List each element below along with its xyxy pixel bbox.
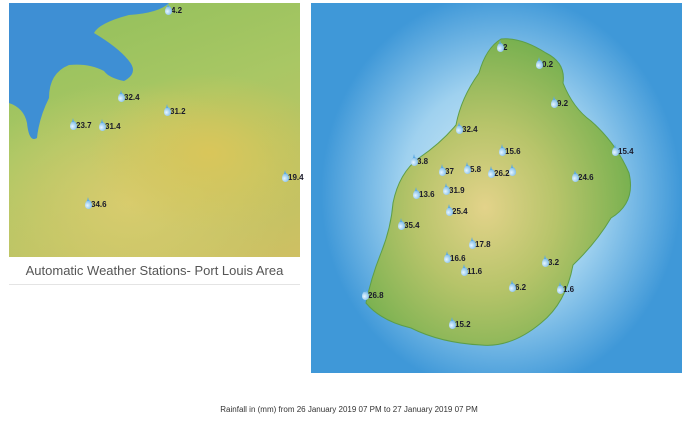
port-louis-area-map: [9, 3, 300, 257]
rainfall-value: 17.8: [475, 240, 491, 249]
raindrop-icon: [362, 288, 369, 300]
raindrop-icon: [456, 122, 463, 134]
rainfall-value: 19.4: [288, 173, 304, 182]
station-marker[interactable]: 31.4: [99, 119, 121, 131]
rainfall-value: 11.6: [467, 267, 483, 276]
rainfall-value: 31.9: [449, 186, 465, 195]
raindrop-icon: [551, 96, 558, 108]
station-marker[interactable]: 4.2: [165, 3, 183, 15]
rainfall-value: 1.6: [563, 285, 575, 294]
station-marker[interactable]: 6.2: [509, 280, 527, 292]
rainfall-value: 15.6: [505, 147, 521, 156]
map-caption: Automatic Weather Stations- Port Louis A…: [25, 263, 284, 278]
caption-divider: [9, 284, 300, 285]
raindrop-icon: [439, 164, 446, 176]
station-marker[interactable]: 17.8: [469, 237, 491, 249]
station-marker[interactable]: [509, 164, 516, 176]
station-marker[interactable]: 13.6: [413, 187, 435, 199]
station-marker[interactable]: 3.8: [411, 154, 429, 166]
raindrop-icon: [449, 317, 456, 329]
raindrop-icon: [464, 162, 471, 174]
station-marker[interactable]: 35.4: [398, 218, 420, 230]
station-marker[interactable]: 23.7: [70, 118, 92, 130]
raindrop-icon: [164, 104, 171, 116]
raindrop-icon: [469, 237, 476, 249]
raindrop-icon: [443, 183, 450, 195]
mauritius-island-map: [311, 3, 682, 373]
rainfall-value: 13.6: [419, 190, 435, 199]
raindrop-icon: [413, 187, 420, 199]
rainfall-value: 26.2: [494, 169, 510, 178]
rainfall-value: 2: [503, 43, 508, 52]
raindrop-icon: [509, 280, 516, 292]
rainfall-value: 5.8: [470, 165, 482, 174]
raindrop-icon: [165, 3, 172, 15]
station-marker[interactable]: 0.2: [536, 57, 554, 69]
island-shape: [365, 38, 631, 346]
rainfall-value: 9.2: [557, 99, 569, 108]
raindrop-icon: [461, 264, 468, 276]
rainfall-value: 0.2: [542, 60, 554, 69]
station-marker[interactable]: 24.6: [572, 170, 594, 182]
raindrop-icon: [444, 251, 451, 263]
rainfall-value: 35.4: [404, 221, 420, 230]
station-marker[interactable]: 31.2: [164, 104, 186, 116]
rainfall-value: 26.8: [368, 291, 384, 300]
raindrop-icon: [572, 170, 579, 182]
rainfall-value: 4.2: [171, 6, 183, 15]
station-marker[interactable]: 37: [439, 164, 454, 176]
rainfall-period-note: Rainfall in (mm) from 26 January 2019 07…: [220, 405, 478, 414]
rainfall-value: 25.4: [452, 207, 468, 216]
station-marker[interactable]: 32.4: [456, 122, 478, 134]
rainfall-value: 15.2: [455, 320, 471, 329]
raindrop-icon: [557, 282, 564, 294]
station-marker[interactable]: 25.4: [446, 204, 468, 216]
rainfall-value: 6.2: [515, 283, 527, 292]
raindrop-icon: [509, 164, 516, 176]
rainfall-value: 3.8: [417, 157, 429, 166]
station-marker[interactable]: 16.6: [444, 251, 466, 263]
raindrop-icon: [499, 144, 506, 156]
rainfall-value: 37: [445, 167, 454, 176]
rainfall-value: 15.4: [618, 147, 634, 156]
rainfall-value: 32.4: [462, 125, 478, 134]
raindrop-icon: [398, 218, 405, 230]
station-marker[interactable]: 2: [497, 40, 508, 52]
station-marker[interactable]: 9.2: [551, 96, 569, 108]
rainfall-value: 31.4: [105, 122, 121, 131]
station-marker[interactable]: 3.2: [542, 255, 560, 267]
station-marker[interactable]: 26.8: [362, 288, 384, 300]
raindrop-icon: [70, 118, 77, 130]
station-marker[interactable]: 5.8: [464, 162, 482, 174]
raindrop-icon: [497, 40, 504, 52]
raindrop-icon: [612, 144, 619, 156]
station-marker[interactable]: 32.4: [118, 90, 140, 102]
rainfall-value: 32.4: [124, 93, 140, 102]
station-marker[interactable]: 19.4: [282, 170, 304, 182]
rainfall-value: 31.2: [170, 107, 186, 116]
raindrop-icon: [118, 90, 125, 102]
raindrop-icon: [542, 255, 549, 267]
station-marker[interactable]: 15.6: [499, 144, 521, 156]
station-marker[interactable]: 15.4: [612, 144, 634, 156]
rainfall-value: 23.7: [76, 121, 92, 130]
raindrop-icon: [536, 57, 543, 69]
station-marker[interactable]: 34.6: [85, 197, 107, 209]
station-marker[interactable]: 11.6: [461, 264, 483, 276]
rainfall-value: 24.6: [578, 173, 594, 182]
raindrop-icon: [282, 170, 289, 182]
raindrop-icon: [488, 166, 495, 178]
raindrop-icon: [85, 197, 92, 209]
rainfall-value: 3.2: [548, 258, 560, 267]
sea-shape: [9, 3, 169, 139]
station-marker[interactable]: 26.2: [488, 166, 510, 178]
station-marker[interactable]: 1.6: [557, 282, 575, 294]
station-marker[interactable]: 15.2: [449, 317, 471, 329]
station-marker[interactable]: 31.9: [443, 183, 465, 195]
raindrop-icon: [99, 119, 106, 131]
raindrop-icon: [446, 204, 453, 216]
rainfall-value: 34.6: [91, 200, 107, 209]
rainfall-value: 16.6: [450, 254, 466, 263]
raindrop-icon: [411, 154, 418, 166]
